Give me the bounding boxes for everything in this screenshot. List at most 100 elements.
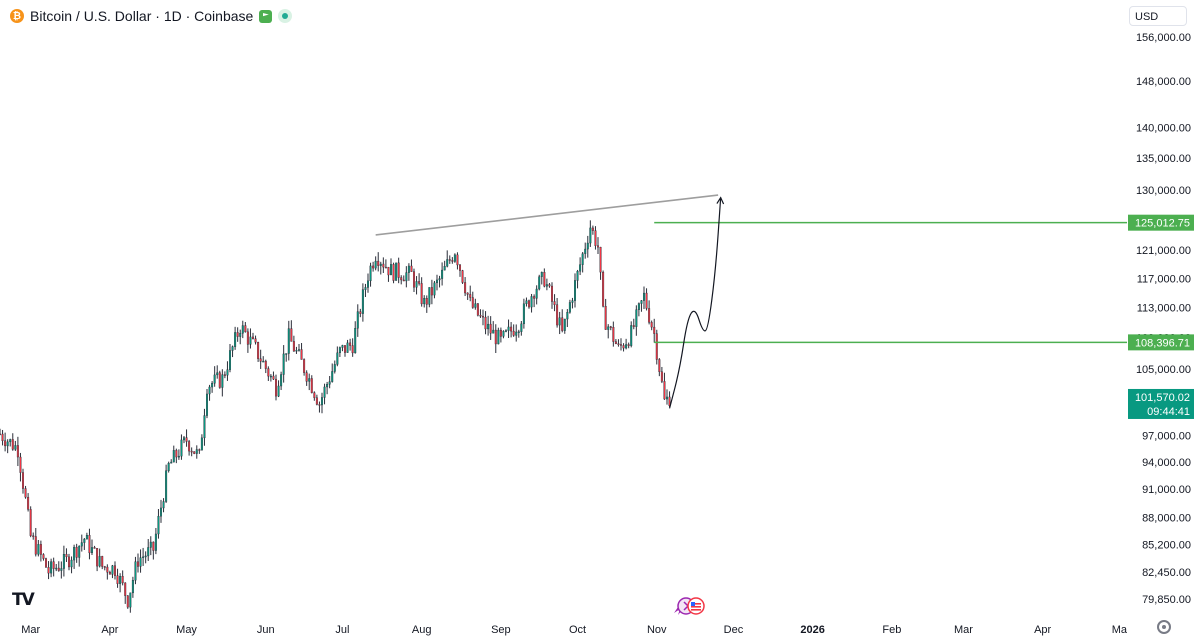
economic-events-icon[interactable] — [671, 596, 709, 616]
candle — [211, 381, 214, 393]
candle — [581, 252, 584, 273]
settings-gear-icon[interactable] — [1157, 620, 1171, 634]
candle-body — [604, 306, 607, 330]
flag-icon[interactable] — [259, 9, 273, 23]
candle — [507, 319, 510, 338]
candle — [553, 294, 556, 312]
candle-body — [249, 336, 252, 345]
candle-body — [640, 300, 643, 304]
candle — [645, 288, 648, 311]
candle — [522, 298, 525, 329]
candle — [241, 320, 244, 339]
candle-body — [295, 350, 298, 352]
axis-layer: 156,000.00 148,000.00 140,000.00 135,000.00… — [21, 32, 1194, 636]
candle-body — [160, 507, 162, 517]
candle-body — [116, 575, 119, 584]
candle-body — [121, 576, 124, 584]
candle-body — [620, 344, 622, 346]
candle-body — [425, 298, 428, 305]
candle-body — [584, 248, 587, 254]
candle — [407, 263, 410, 281]
candle-body — [315, 397, 318, 405]
candle-body — [236, 332, 239, 337]
candle — [165, 464, 168, 503]
candle — [420, 277, 423, 307]
candle — [1, 429, 4, 446]
candle-body — [446, 259, 449, 267]
candle-body — [57, 567, 60, 571]
candle — [229, 343, 231, 373]
candle-body — [540, 272, 543, 277]
candle — [70, 556, 73, 574]
candle-body — [42, 554, 45, 559]
candle-body — [313, 392, 316, 398]
candle — [520, 320, 523, 336]
candle — [216, 365, 219, 379]
candle — [124, 582, 127, 604]
currency-selector[interactable]: USD — [1129, 6, 1187, 26]
candle — [413, 268, 415, 292]
candle — [73, 544, 76, 569]
candle — [78, 545, 81, 567]
candle — [226, 361, 229, 381]
candle-body — [528, 300, 530, 308]
candle — [438, 275, 441, 288]
y-axis-tick-label: 94,000.00 — [1142, 457, 1191, 469]
y-axis-tick-label: 156,000.00 — [1136, 32, 1191, 44]
x-axis-tick-label: Mar — [954, 624, 973, 636]
candle — [574, 273, 576, 308]
candle-body — [374, 260, 377, 269]
candle — [170, 459, 173, 464]
candle — [425, 295, 428, 313]
candle — [195, 445, 198, 459]
projection-arrowhead — [716, 196, 725, 205]
candle-body — [170, 461, 173, 464]
candle-body — [157, 516, 160, 535]
candle — [384, 259, 387, 269]
candle — [471, 291, 474, 309]
candle-body — [433, 282, 436, 296]
candle-body — [221, 374, 224, 388]
candle — [627, 342, 630, 349]
candle — [34, 527, 37, 557]
last-price-badge — [1128, 388, 1194, 419]
symbol-title[interactable]: Bitcoin / U.S. Dollar · 1D · Coinbase — [30, 8, 254, 24]
candle-body — [466, 292, 469, 295]
y-axis-tick-label: 117,000.00 — [1137, 273, 1191, 285]
candle-body — [453, 254, 456, 262]
candle-body — [47, 567, 50, 574]
candle — [535, 285, 538, 305]
candle-body — [420, 283, 423, 305]
candle — [68, 553, 70, 571]
candle — [328, 375, 331, 389]
candle-body — [19, 456, 22, 473]
candle-body — [85, 535, 88, 540]
candle — [341, 344, 344, 352]
candle-body — [443, 266, 446, 271]
candle-body — [650, 322, 653, 328]
candle — [492, 321, 495, 334]
candle — [517, 329, 520, 338]
candle — [545, 278, 548, 291]
tradingview-logo-icon[interactable]: TV — [12, 590, 35, 610]
candle — [32, 532, 35, 540]
candle — [367, 273, 369, 293]
candle — [144, 551, 147, 564]
level-price-label: 125,012.75 — [1135, 218, 1190, 230]
candle-body — [558, 317, 561, 326]
candle — [530, 293, 533, 313]
candle — [292, 335, 295, 352]
candle — [476, 303, 479, 317]
candle — [459, 263, 461, 277]
candle — [548, 282, 551, 288]
candle — [154, 527, 157, 555]
y-axis-tick-label: 88,000.00 — [1142, 512, 1191, 524]
candle-body — [39, 544, 42, 555]
candle-body — [80, 542, 83, 547]
candle-body — [663, 381, 666, 400]
x-axis-tick-label: Jun — [257, 624, 275, 636]
candle — [354, 321, 357, 354]
candle — [183, 435, 185, 444]
candle-body — [359, 311, 362, 314]
